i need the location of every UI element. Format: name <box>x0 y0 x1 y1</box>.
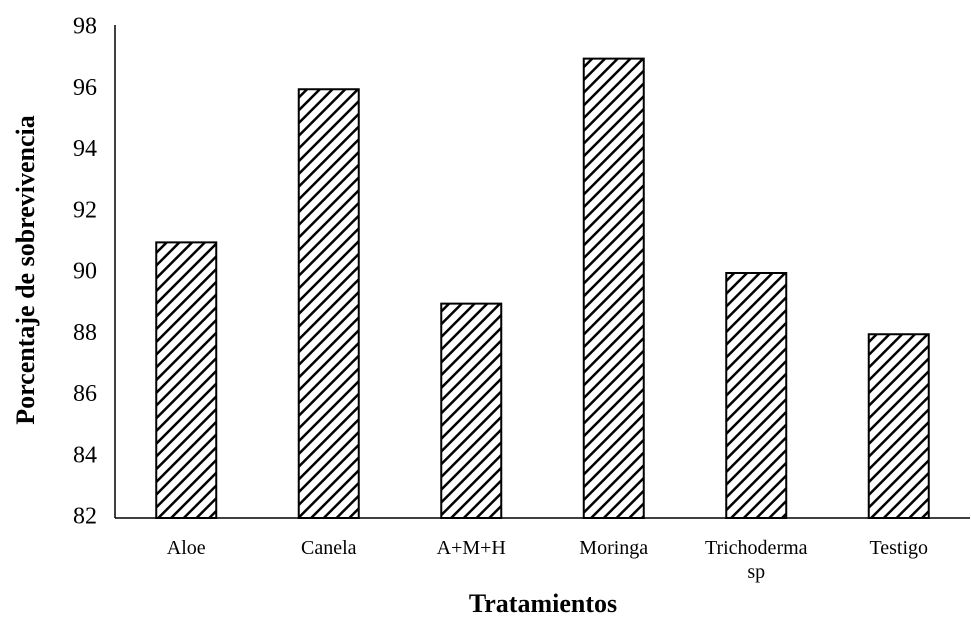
y-tick-label: 88 <box>73 320 97 346</box>
bar <box>725 272 788 519</box>
bar <box>440 302 503 519</box>
y-tick-label: 94 <box>73 136 97 162</box>
x-tick-label: Aloe <box>166 537 206 559</box>
x-axis-title: Tratamientos <box>469 589 617 618</box>
y-tick-label: 98 <box>73 14 97 40</box>
x-tick-label: Canela <box>300 537 357 559</box>
bar <box>867 333 930 519</box>
y-tick-label: 96 <box>73 75 97 101</box>
bar <box>582 57 645 519</box>
y-tick-label: 84 <box>73 442 97 468</box>
y-tick-label: 82 <box>73 504 97 530</box>
y-tick-label: 86 <box>73 381 97 407</box>
x-tick-label: Testigo <box>869 537 929 559</box>
y-axis-title: Porcentaje de sobrevivencia <box>11 115 40 425</box>
x-tick-label: A+M+H <box>436 537 506 559</box>
bar <box>297 88 360 519</box>
y-tick-label: 92 <box>73 197 97 223</box>
bar <box>155 241 218 519</box>
y-tick-label: 90 <box>73 259 97 285</box>
x-tick-label: Moringa <box>579 537 649 559</box>
x-tick-label: Trichoderma sp <box>704 537 808 583</box>
